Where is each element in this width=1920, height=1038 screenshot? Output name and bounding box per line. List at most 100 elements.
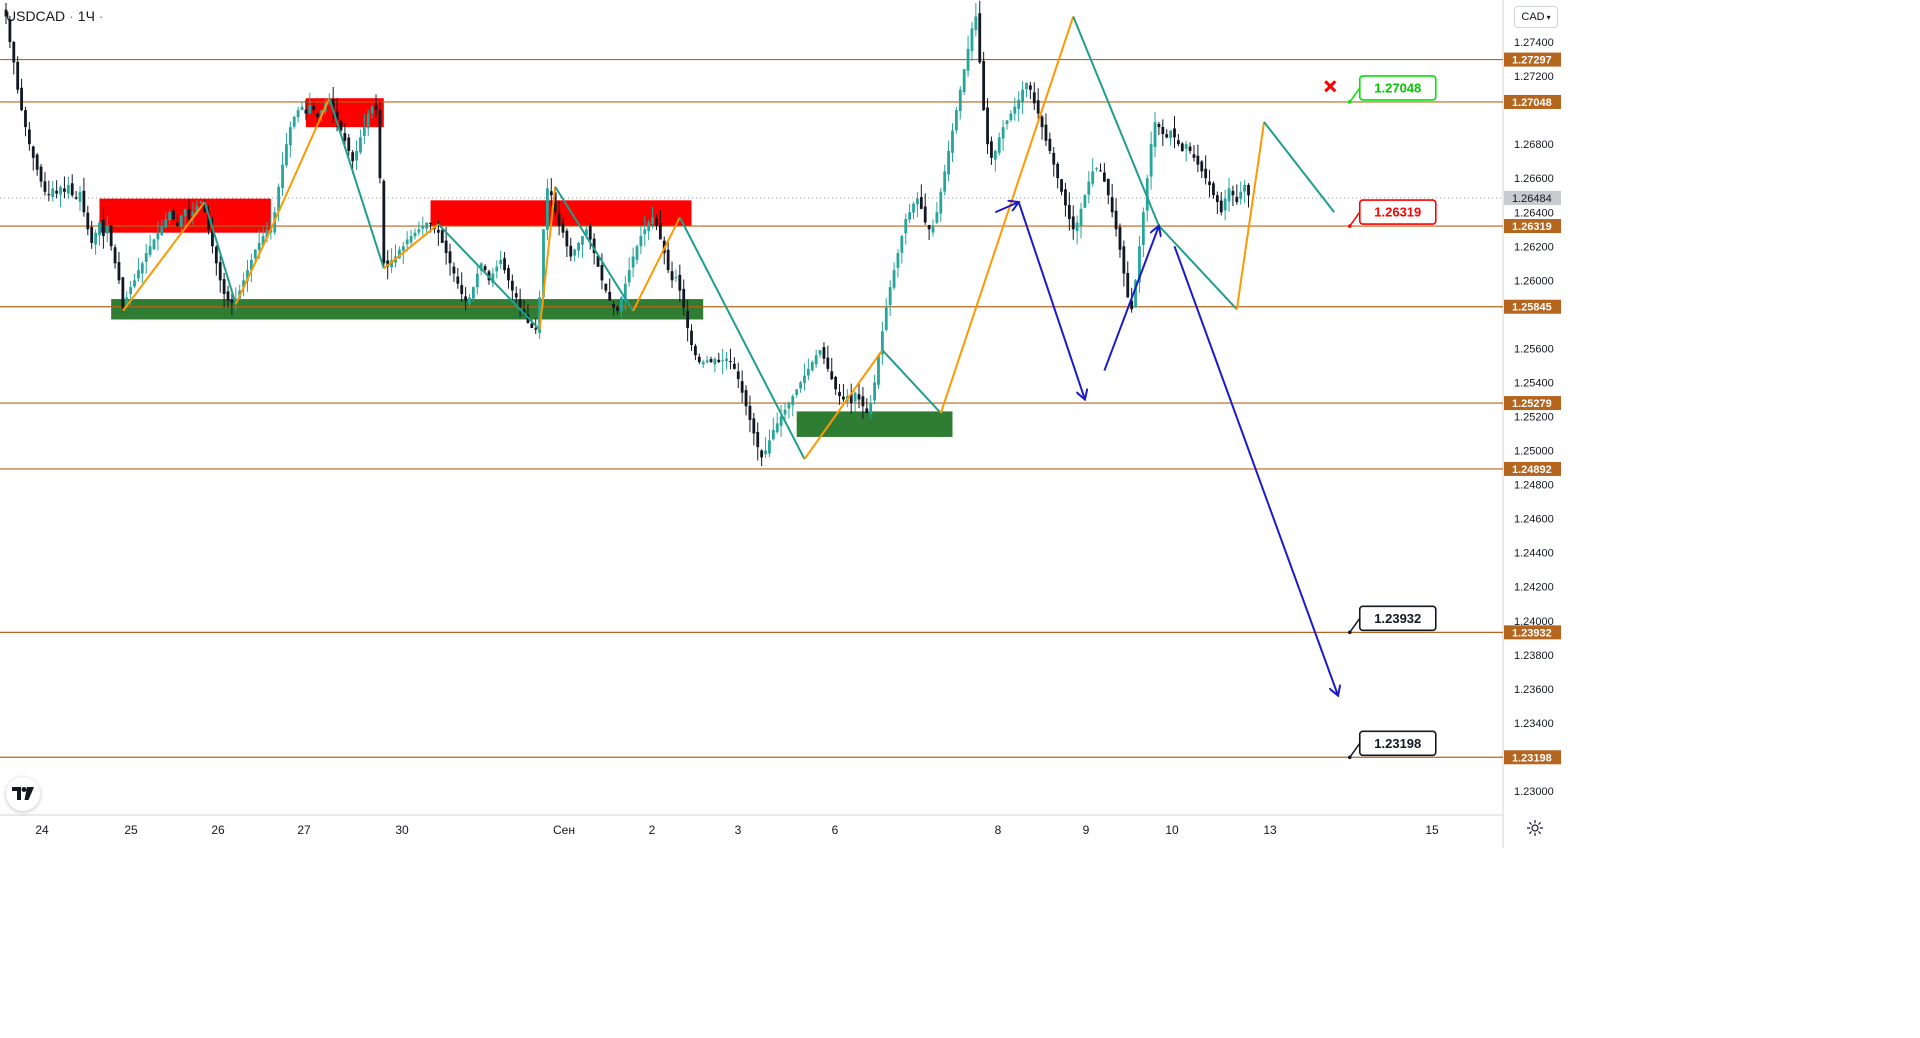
candle-body — [581, 236, 584, 245]
candle-body — [849, 394, 853, 403]
candle-body — [888, 287, 892, 306]
candle-body — [1056, 163, 1060, 179]
candle-body — [456, 276, 460, 284]
timeframe-label[interactable]: 1Ч — [77, 8, 95, 24]
candle-body — [655, 218, 658, 226]
candle-body — [8, 19, 12, 43]
candle-body — [277, 186, 281, 212]
candle-body — [47, 194, 51, 196]
candle-body — [191, 212, 195, 217]
zigzag-segment[interactable] — [1235, 121, 1266, 310]
candle-body — [355, 150, 358, 161]
candle-body — [1169, 130, 1173, 138]
target-callout-label: 1.26319 — [1374, 205, 1421, 220]
candle-body — [214, 246, 218, 264]
zigzag-segment[interactable] — [203, 201, 237, 305]
candle-body — [74, 197, 78, 199]
currency-label: CAD — [1521, 11, 1545, 23]
y-tick-label: 1.27400 — [1514, 37, 1554, 49]
zigzag-segment[interactable] — [269, 97, 331, 230]
support-zone[interactable] — [111, 299, 704, 320]
projection-arrow[interactable] — [1173, 245, 1339, 695]
candle-body — [908, 212, 912, 220]
candle-body — [1001, 127, 1005, 139]
zigzag-segment[interactable] — [881, 349, 942, 414]
candle-body — [978, 13, 982, 63]
candle-body — [1106, 178, 1110, 196]
price-chart[interactable]: 1.27048 1.26319 1.23932 1.23198 1.27400 1.272… — [0, 0, 1568, 848]
candle-body — [1196, 155, 1200, 165]
gear-icon[interactable] — [1526, 819, 1544, 837]
candle-body — [382, 181, 386, 264]
candle-body — [179, 215, 183, 227]
level-axis-badge — [1504, 750, 1561, 765]
candle-body — [195, 205, 199, 214]
candle-body — [518, 299, 522, 308]
candle-body — [1025, 82, 1028, 90]
level-axis-label: 1.25279 — [1512, 398, 1552, 410]
candle-body — [320, 110, 323, 115]
zigzag-segment[interactable] — [234, 228, 272, 305]
zigzag-segment[interactable] — [554, 186, 634, 312]
candle-body — [1239, 191, 1243, 200]
candle-body — [608, 291, 612, 301]
candle-body — [421, 225, 425, 229]
x-tick-label: Сен — [553, 823, 575, 837]
zigzag-segment[interactable] — [678, 216, 806, 460]
zigzag-segment[interactable] — [1158, 225, 1238, 310]
candle-body — [1064, 189, 1067, 206]
candle-body — [799, 382, 802, 389]
resistance-zone[interactable] — [430, 200, 692, 226]
projection-arrow[interactable] — [1017, 201, 1085, 399]
candle-body — [1009, 113, 1013, 121]
candle-body — [748, 405, 752, 420]
candle-body — [63, 188, 66, 192]
zigzag-segment[interactable] — [632, 216, 681, 312]
candle-body — [1114, 210, 1118, 230]
candle-body — [417, 229, 421, 233]
candle-body — [175, 222, 179, 226]
y-tick-label: 1.25000 — [1514, 446, 1554, 458]
currency-selector[interactable]: CAD ▾ — [1514, 6, 1558, 28]
target-callout-box[interactable] — [1358, 199, 1437, 225]
candle-body — [818, 350, 822, 355]
zigzag-segment[interactable] — [328, 97, 385, 269]
zigzag-segment[interactable] — [939, 16, 1075, 414]
target-callout-box[interactable] — [1358, 730, 1437, 757]
candle-body — [160, 225, 164, 236]
level-axis-label: 1.27048 — [1512, 97, 1552, 109]
tradingview-logo-icon — [6, 777, 40, 811]
x-tick-label: 15 — [1425, 823, 1439, 837]
level-axis-label: 1.24892 — [1512, 464, 1552, 476]
candle-body — [413, 232, 417, 237]
candle-body — [1095, 168, 1098, 169]
target-callout-box[interactable] — [1358, 75, 1437, 101]
candle-body — [362, 127, 366, 136]
projection-arrow[interactable] — [1103, 226, 1159, 371]
candle-body — [623, 283, 627, 301]
candle-body — [1079, 208, 1083, 226]
candle-body — [1161, 126, 1165, 134]
zigzag-segment[interactable] — [437, 223, 541, 331]
candle-body — [919, 197, 923, 209]
level-axis-badge — [1504, 52, 1561, 67]
level-axis-badge — [1504, 625, 1561, 640]
target-callout-box[interactable] — [1358, 605, 1437, 632]
projection-arrow[interactable] — [994, 202, 1018, 214]
candle-body — [534, 328, 538, 330]
support-zone[interactable] — [796, 411, 953, 437]
x-tick-label: 10 — [1165, 823, 1179, 837]
candle-body — [285, 144, 288, 166]
zigzag-segment[interactable] — [803, 349, 884, 460]
candle-body — [281, 164, 284, 189]
candle-body — [347, 137, 351, 151]
candle-body — [993, 150, 997, 160]
candle-body — [1044, 124, 1048, 141]
zigzag-segment[interactable] — [122, 201, 206, 312]
level-axis-badge — [1504, 461, 1561, 476]
zigzag-segment[interactable] — [538, 186, 557, 330]
zigzag-segment[interactable] — [1263, 121, 1335, 213]
zigzag-segment[interactable] — [383, 223, 439, 270]
zigzag-segment[interactable] — [1072, 16, 1160, 227]
candle-body — [697, 356, 701, 363]
